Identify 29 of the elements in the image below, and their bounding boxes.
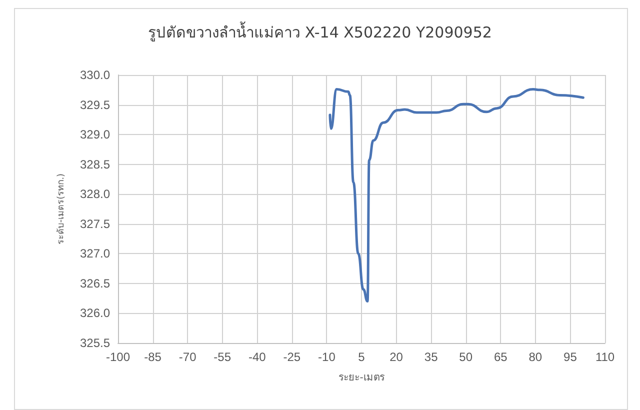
x-tick-label: -100 [106,350,130,364]
y-tick-label: 329.5 [80,98,110,112]
y-tick-label: 327.5 [80,216,110,231]
y-tick-label: 330.0 [80,68,110,82]
y-tick-label: 329.0 [80,128,110,142]
x-tick-label: -85 [144,350,162,364]
chart-title: รูปตัดขวางลำน้ำแม่คาว X-14 X502220 Y2090952 [148,22,492,42]
x-tick-label: 65 [494,350,508,364]
x-tick-label: 110 [595,350,615,364]
x-axis-title: ระยะ-เมตร [338,372,386,384]
y-tick-label: 327.0 [80,246,110,261]
x-tick-label: -40 [248,350,266,364]
y-tick-label: 326.0 [80,306,110,320]
x-tick-label: -70 [178,350,197,364]
x-tick-label: 95 [564,350,578,364]
x-tick-label: -55 [214,350,232,364]
y-tick-label: 326.5 [80,276,110,290]
y-axis-title: ระดับ-เมตร(รทก.) [56,173,66,245]
x-tick-label: 5 [358,350,366,364]
y-tick-label: 325.5 [80,336,110,350]
line-series [328,88,584,303]
x-tick-label: 50 [459,350,473,364]
x-tick-label: 80 [528,350,542,364]
x-tick-label: -10 [318,350,336,364]
x-tick-label: 20 [390,350,404,364]
x-tick-label: 35 [424,350,438,364]
y-tick-label: 328.0 [80,187,110,202]
x-tick-label: -25 [283,350,301,364]
y-tick-label: 328.5 [80,157,110,172]
